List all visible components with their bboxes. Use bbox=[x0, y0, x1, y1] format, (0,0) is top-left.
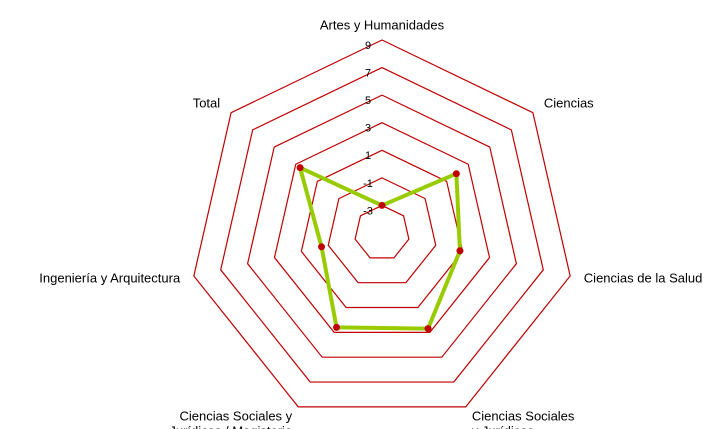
category-label: Artes y Humanidades bbox=[320, 17, 445, 32]
tick-label: 7 bbox=[365, 67, 371, 79]
category-label: Ciencias bbox=[544, 95, 594, 110]
tick-label: 3 bbox=[365, 123, 371, 135]
data-point bbox=[456, 247, 464, 255]
grid-ring bbox=[246, 94, 518, 358]
data-point bbox=[318, 243, 326, 251]
category-label: Total bbox=[193, 95, 221, 110]
grid-ring bbox=[273, 122, 491, 333]
data-point bbox=[296, 164, 304, 172]
data-point bbox=[378, 201, 386, 209]
grid-ring bbox=[354, 204, 410, 259]
category-label: Ingeniería y Arquitectura bbox=[39, 270, 181, 285]
category-label: Ciencias Sociales yJurídicas / Magisteri… bbox=[169, 409, 292, 429]
tick-label: 9 bbox=[365, 40, 371, 52]
series-line bbox=[298, 165, 462, 331]
grid-ring bbox=[220, 66, 544, 383]
tick-label: 1 bbox=[365, 150, 371, 162]
tick-label: 5 bbox=[365, 95, 371, 107]
grid-ring bbox=[327, 177, 437, 284]
category-label: Ciencias de la Salud bbox=[584, 270, 703, 285]
tick-label: -3 bbox=[363, 205, 373, 217]
data-point bbox=[333, 323, 341, 331]
tick-label: -1 bbox=[363, 178, 373, 190]
grid-ring bbox=[300, 149, 464, 309]
data-point bbox=[452, 170, 460, 178]
grid-ring bbox=[193, 39, 571, 408]
data-point bbox=[424, 325, 432, 333]
